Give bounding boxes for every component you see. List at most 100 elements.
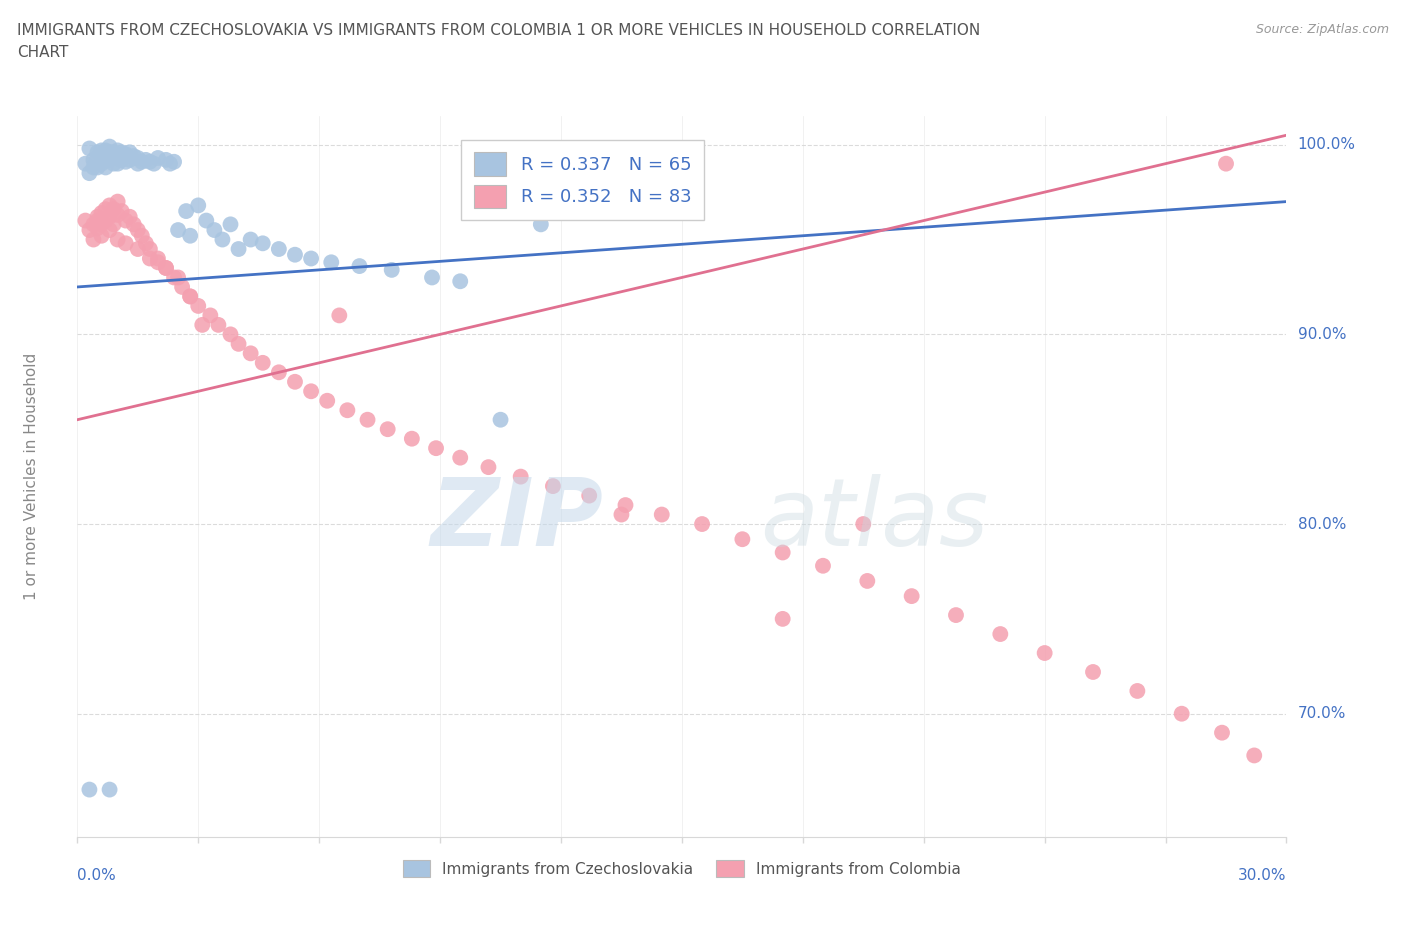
Point (239, 232, 262, 247)
Point (252, 355, 274, 370)
Text: 100.0%: 100.0% (1298, 138, 1355, 153)
Point (945, 607, 967, 622)
Point (207, 317, 229, 332)
Point (107, 156, 129, 171)
Point (98, 198, 121, 213)
Point (103, 145, 125, 160)
Text: 1 or more Vehicles in Household: 1 or more Vehicles in Household (24, 353, 39, 600)
Point (509, 469, 531, 484)
Point (401, 432, 423, 446)
Point (111, 145, 134, 160)
Point (219, 327, 242, 342)
Point (114, 154, 136, 169)
Point (146, 251, 169, 266)
Point (111, 153, 134, 167)
Point (114, 236, 136, 251)
Point (107, 207, 129, 222)
Point (111, 204, 134, 219)
Point (118, 145, 141, 160)
Point (610, 507, 633, 522)
Point (852, 516, 875, 531)
Point (127, 151, 149, 166)
Point (90, 143, 112, 158)
Point (377, 422, 399, 437)
Point (122, 217, 145, 232)
Point (82, 153, 104, 167)
Point (1243, 748, 1265, 763)
Point (284, 247, 307, 262)
Text: atlas: atlas (761, 474, 988, 565)
Text: 80.0%: 80.0% (1298, 516, 1346, 532)
Point (103, 202, 125, 217)
Point (139, 251, 162, 266)
Point (94, 153, 117, 167)
Point (336, 403, 359, 418)
Point (349, 259, 371, 273)
Text: 0.0%: 0.0% (77, 868, 117, 883)
Point (651, 507, 673, 522)
Point (811, 558, 834, 573)
Point (578, 488, 600, 503)
Legend: Immigrants from Czechoslovakia, Immigrants from Colombia: Immigrants from Czechoslovakia, Immigran… (396, 854, 967, 883)
Point (86, 151, 108, 166)
Point (167, 222, 190, 237)
Text: ZIP: ZIP (430, 474, 603, 565)
Point (530, 217, 553, 232)
Point (94, 147, 117, 162)
Point (489, 412, 512, 427)
Point (79, 166, 101, 180)
Point (174, 204, 197, 219)
Point (187, 198, 209, 213)
Point (155, 260, 177, 275)
Point (195, 213, 218, 228)
Point (98, 140, 121, 154)
Point (94, 160, 117, 175)
Point (187, 299, 209, 313)
Point (79, 141, 101, 156)
Point (82, 232, 104, 247)
Point (127, 242, 149, 257)
Point (86, 145, 108, 160)
Point (1215, 156, 1237, 171)
Point (167, 270, 190, 285)
Point (172, 280, 194, 295)
Point (135, 153, 157, 167)
Point (155, 153, 177, 167)
Point (1126, 684, 1149, 698)
Point (200, 308, 222, 323)
Point (98, 153, 121, 167)
Point (107, 232, 129, 247)
Point (75, 213, 97, 228)
Point (139, 154, 162, 169)
Point (155, 260, 177, 275)
Point (79, 222, 101, 237)
Point (179, 289, 201, 304)
Point (90, 228, 112, 243)
Point (449, 450, 471, 465)
Point (90, 217, 112, 232)
Point (86, 213, 108, 228)
Point (118, 209, 141, 224)
Point (98, 782, 121, 797)
Point (988, 627, 1011, 642)
Point (191, 317, 214, 332)
Point (267, 365, 290, 379)
Point (321, 255, 343, 270)
Point (772, 545, 794, 560)
Point (267, 242, 290, 257)
Point (900, 589, 922, 604)
Point (103, 156, 125, 171)
Point (98, 209, 121, 224)
Point (299, 384, 322, 399)
Point (94, 143, 117, 158)
Point (159, 156, 181, 171)
Point (131, 154, 153, 169)
Point (1211, 725, 1233, 740)
Point (75, 156, 97, 171)
Point (328, 308, 350, 323)
Point (381, 262, 404, 277)
Point (107, 194, 129, 209)
Point (86, 160, 108, 175)
Point (103, 151, 125, 166)
Point (79, 782, 101, 797)
